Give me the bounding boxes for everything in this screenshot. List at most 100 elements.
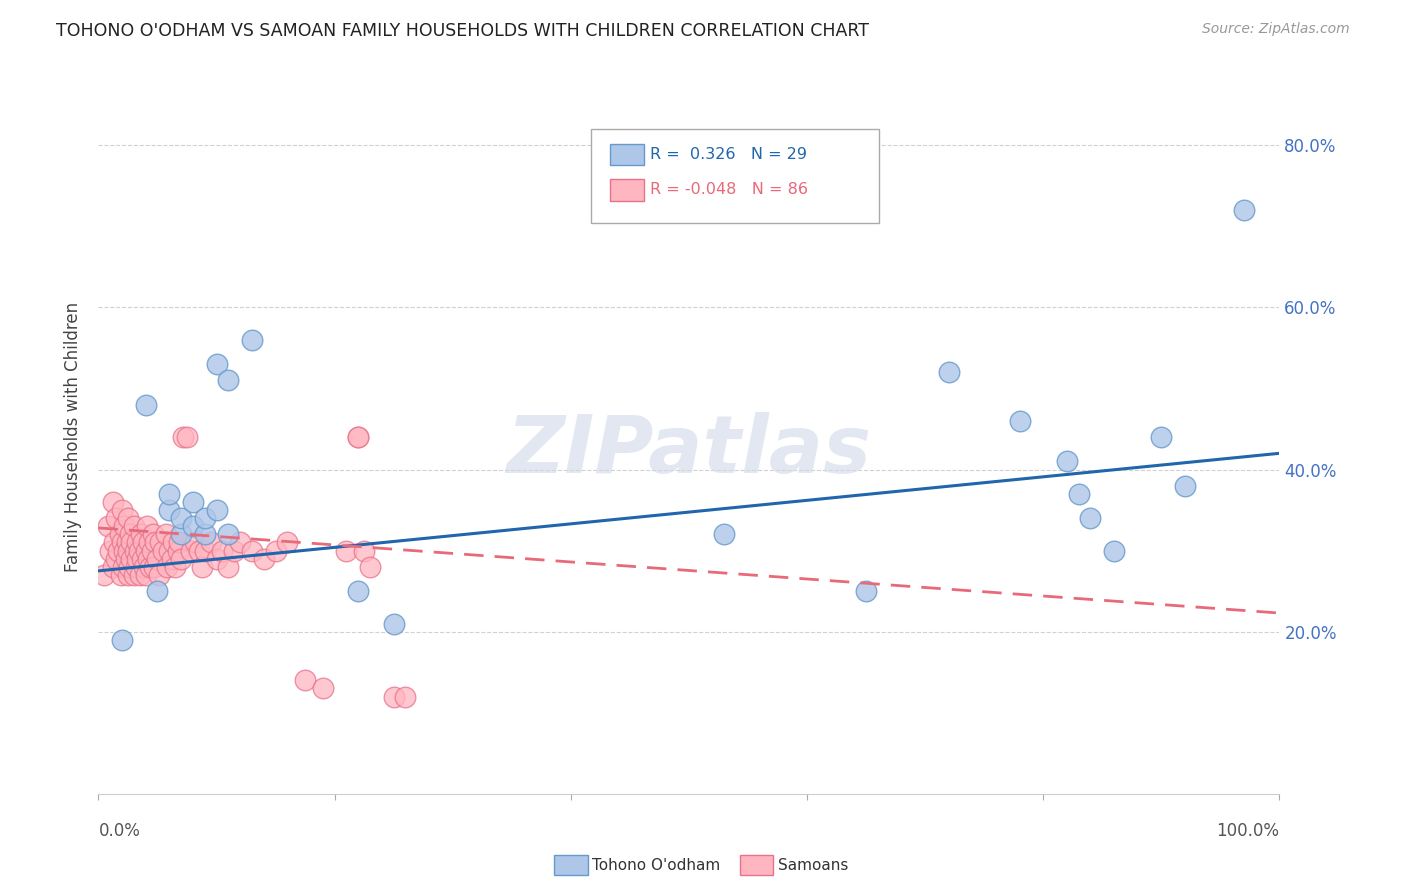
Point (181, 495, 204, 509)
Point (184, 535, 207, 549)
Point (146, 551, 169, 566)
Point (101, 559, 124, 574)
Point (135, 568, 157, 582)
Point (855, 584, 877, 599)
Point (172, 430, 194, 444)
Point (191, 559, 214, 574)
Point (149, 535, 172, 549)
Point (138, 535, 160, 549)
Point (128, 543, 150, 558)
Point (143, 535, 166, 549)
Point (1174, 479, 1197, 493)
Point (224, 543, 246, 558)
Point (135, 519, 157, 533)
Point (111, 632, 134, 647)
Point (170, 551, 193, 566)
Point (312, 681, 335, 696)
Point (142, 527, 165, 541)
Point (176, 430, 198, 444)
Point (170, 511, 193, 525)
Point (124, 543, 146, 558)
Point (135, 543, 157, 558)
Point (382, 616, 405, 631)
Point (117, 568, 139, 582)
Point (240, 333, 263, 347)
Point (165, 559, 187, 574)
Point (205, 551, 228, 566)
Point (134, 559, 156, 574)
Point (108, 527, 131, 541)
Point (200, 535, 222, 549)
Point (713, 527, 735, 541)
Point (105, 511, 128, 525)
Point (194, 511, 217, 525)
Point (120, 527, 142, 541)
Point (217, 373, 239, 387)
Point (240, 543, 263, 558)
Point (128, 568, 150, 582)
Point (152, 543, 174, 558)
Point (160, 551, 183, 566)
Point (181, 519, 204, 533)
Point (93, 568, 115, 582)
Point (1067, 487, 1090, 501)
Point (122, 568, 145, 582)
Point (157, 487, 180, 501)
Point (1233, 202, 1256, 217)
Point (170, 527, 193, 541)
Text: R = -0.048   N = 86: R = -0.048 N = 86 (650, 183, 807, 197)
Point (111, 503, 134, 517)
Point (217, 559, 239, 574)
Point (253, 551, 276, 566)
Point (117, 543, 139, 558)
Text: Samoans: Samoans (778, 858, 848, 872)
Point (129, 527, 152, 541)
Point (394, 690, 416, 704)
Point (127, 551, 149, 566)
Point (205, 357, 228, 371)
Point (205, 503, 228, 517)
Point (107, 543, 129, 558)
Point (112, 543, 135, 558)
Point (382, 690, 405, 704)
Point (112, 559, 135, 574)
Point (139, 559, 162, 574)
Point (132, 535, 155, 549)
Point (157, 503, 180, 517)
Text: 0.0%: 0.0% (98, 822, 141, 840)
Point (121, 551, 143, 566)
Point (294, 673, 316, 688)
Point (157, 543, 180, 558)
Point (148, 568, 170, 582)
Point (98, 543, 121, 558)
Point (1056, 454, 1078, 468)
Point (194, 527, 217, 541)
Text: R =  0.326   N = 29: R = 0.326 N = 29 (650, 147, 807, 161)
Point (127, 535, 149, 549)
Point (217, 527, 239, 541)
Text: TOHONO O'ODHAM VS SAMOAN FAMILY HOUSEHOLDS WITH CHILDREN CORRELATION CHART: TOHONO O'ODHAM VS SAMOAN FAMILY HOUSEHOL… (56, 22, 869, 40)
Point (110, 568, 132, 582)
Point (1150, 430, 1173, 444)
Point (101, 495, 124, 509)
Point (146, 584, 169, 599)
Point (135, 398, 157, 412)
Point (125, 559, 148, 574)
Text: 100.0%: 100.0% (1216, 822, 1279, 840)
Point (1080, 511, 1102, 525)
Point (180, 543, 202, 558)
Point (141, 543, 163, 558)
Point (115, 535, 138, 549)
Point (121, 535, 143, 549)
Point (142, 559, 165, 574)
Point (167, 535, 190, 549)
Point (156, 559, 179, 574)
Point (938, 365, 960, 379)
Point (347, 430, 370, 444)
Point (1102, 543, 1125, 558)
Point (105, 551, 128, 566)
Point (118, 559, 141, 574)
Y-axis label: Family Households with Children: Family Households with Children (65, 302, 83, 572)
Text: Tohono O'odham: Tohono O'odham (592, 858, 720, 872)
Point (112, 519, 135, 533)
